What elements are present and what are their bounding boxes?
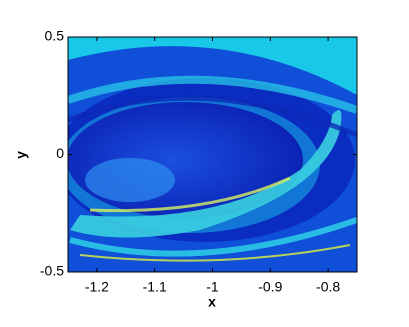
x-tick-label: -1.2 xyxy=(85,279,109,295)
y-tick-label: -0.5 xyxy=(40,263,64,279)
field-image xyxy=(68,37,357,272)
x-axis-label: x xyxy=(208,294,216,310)
x-tick-label: -1 xyxy=(206,279,219,295)
y-tick-label: 0.5 xyxy=(45,28,65,44)
x-tick-label: -0.9 xyxy=(258,279,282,295)
x-tick-label: -1.1 xyxy=(143,279,167,295)
x-tick-label: -0.8 xyxy=(316,279,340,295)
y-tick-label: 0 xyxy=(56,145,64,161)
y-axis-label: y xyxy=(13,151,29,159)
